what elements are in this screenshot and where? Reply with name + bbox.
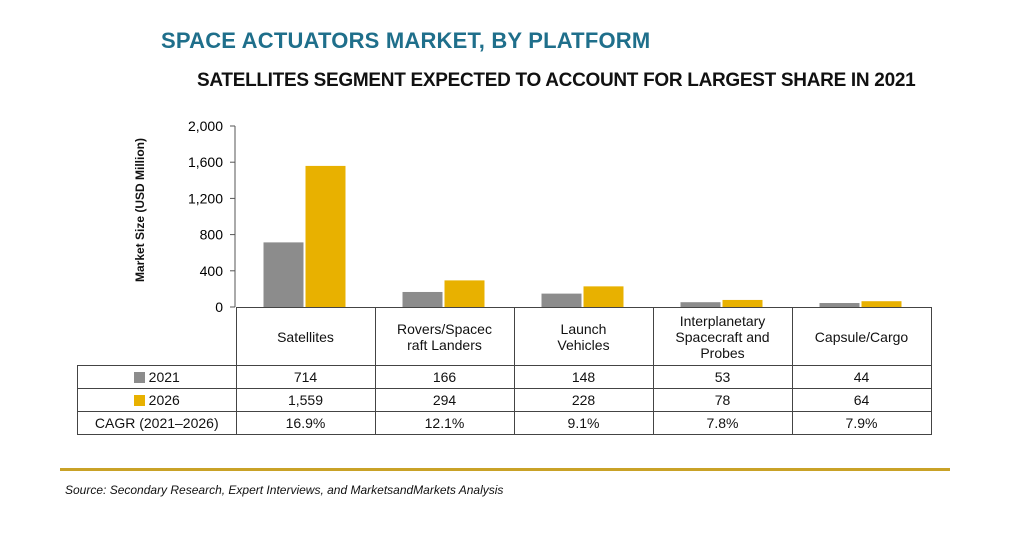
- category-label: Vehicles: [557, 336, 610, 353]
- table-category-header: Capsule/Cargo: [791, 307, 932, 366]
- table-corner: [77, 307, 237, 366]
- row-label-cell: 2021: [77, 365, 237, 389]
- table-cell: 64: [791, 388, 932, 412]
- table-cell: 44: [791, 365, 932, 389]
- bar-2021: [680, 302, 721, 307]
- y-tick-label: 0: [215, 299, 223, 315]
- chart-title: SPACE ACTUATORS MARKET, BY PLATFORM: [161, 28, 651, 53]
- legend-swatch: [133, 395, 145, 406]
- row-label: CAGR (2021–2026): [94, 415, 219, 431]
- bar-2026: [444, 280, 485, 307]
- row-label-cell: 2026: [77, 388, 237, 412]
- table-cell: 1,559: [235, 388, 376, 412]
- category-label: Capsule/Cargo: [814, 328, 909, 345]
- table-cell: 78: [652, 388, 793, 412]
- table-cell: 166: [374, 365, 515, 389]
- table-header-row: Satellites Rovers/Spacec raft Landers Launc…: [77, 307, 932, 366]
- category-label: Interplanetary: [679, 312, 766, 329]
- bar-2021: [541, 293, 582, 307]
- source-note: Source: Secondary Research, Expert Inter…: [65, 483, 504, 497]
- table-cell: 16.9%: [235, 411, 376, 435]
- data-table: Satellites Rovers/Spacec raft Landers Launc…: [77, 307, 932, 435]
- legend-swatch: [133, 372, 145, 383]
- category-label: Launch: [560, 320, 607, 337]
- bar-2021: [819, 303, 860, 307]
- table-row: CAGR (2021–2026) 16.9% 12.1% 9.1% 7.8% 7.9%: [77, 411, 932, 435]
- table-cell: 12.1%: [374, 411, 515, 435]
- row-label-cell: CAGR (2021–2026): [77, 411, 237, 435]
- category-label: Satellites: [277, 328, 334, 345]
- table-row: 2026 1,559 294 228 78 64: [77, 388, 932, 412]
- table-row: 2021 714 166 148 53 44: [77, 365, 932, 389]
- table-cell: 9.1%: [513, 411, 654, 435]
- y-tick-label: 400: [200, 263, 224, 279]
- table-cell: 228: [513, 388, 654, 412]
- table-category-header: Rovers/Spacec raft Landers: [374, 307, 515, 366]
- table-category-header: Launch Vehicles: [513, 307, 654, 366]
- y-tick-label: 2,000: [188, 118, 223, 134]
- y-axis-label: Market Size (USD Million): [133, 137, 147, 283]
- table-cell: 148: [513, 365, 654, 389]
- category-label: raft Landers: [407, 336, 482, 353]
- table-category-header: Satellites: [235, 307, 376, 366]
- y-tick-label: 1,200: [188, 190, 223, 206]
- chart-subtitle: SATELLITES SEGMENT EXPECTED TO ACCOUNT F…: [197, 70, 916, 91]
- table-cell: 294: [374, 388, 515, 412]
- bar-2021: [263, 242, 304, 307]
- category-label: Spacecraft and: [675, 328, 770, 345]
- bar-2021: [402, 291, 443, 307]
- row-label: 2021: [148, 369, 180, 385]
- table-cell: 53: [652, 365, 793, 389]
- y-tick-label: 1,600: [188, 154, 223, 170]
- y-tick-label: 800: [200, 227, 224, 243]
- bar-2026: [861, 301, 902, 307]
- table-category-header: Interplanetary Spacecraft and Probes: [652, 307, 793, 366]
- table-cell: 714: [235, 365, 376, 389]
- row-label: 2026: [148, 392, 180, 408]
- bar-2026: [583, 286, 624, 307]
- divider: [60, 468, 950, 471]
- category-label: Probes: [700, 344, 745, 361]
- bar-2026: [722, 299, 763, 307]
- category-label: Rovers/Spacec: [397, 320, 492, 337]
- bar-2026: [305, 165, 346, 307]
- table-cell: 7.9%: [791, 411, 932, 435]
- table-cell: 7.8%: [652, 411, 793, 435]
